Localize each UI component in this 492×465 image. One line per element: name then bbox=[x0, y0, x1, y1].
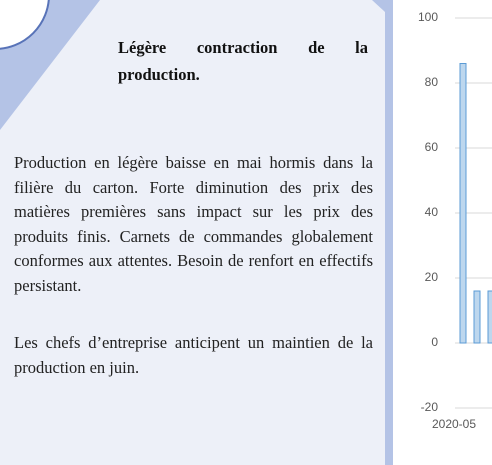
panel bbox=[0, 0, 385, 465]
y-tick-label: 100 bbox=[418, 10, 438, 24]
heading: Légère contraction de la production. bbox=[118, 38, 368, 84]
bar bbox=[459, 63, 467, 344]
y-tick-label: -20 bbox=[421, 400, 439, 414]
y-tick-label: 40 bbox=[425, 205, 439, 219]
bar bbox=[473, 290, 481, 344]
bar bbox=[487, 290, 492, 344]
y-tick-label: 0 bbox=[431, 335, 438, 349]
y-tick-label: 20 bbox=[425, 270, 439, 284]
paragraph: Les chefs d’entreprise anticipent un mai… bbox=[14, 333, 373, 377]
logo-circle bbox=[0, 0, 50, 50]
x-tick-label: 2020-05 bbox=[432, 417, 476, 431]
y-tick-label: 60 bbox=[425, 140, 439, 154]
y-tick-label: 80 bbox=[425, 75, 439, 89]
chart-area bbox=[393, 0, 492, 465]
paragraph: Production en légère baisse en mai hormi… bbox=[14, 153, 373, 295]
